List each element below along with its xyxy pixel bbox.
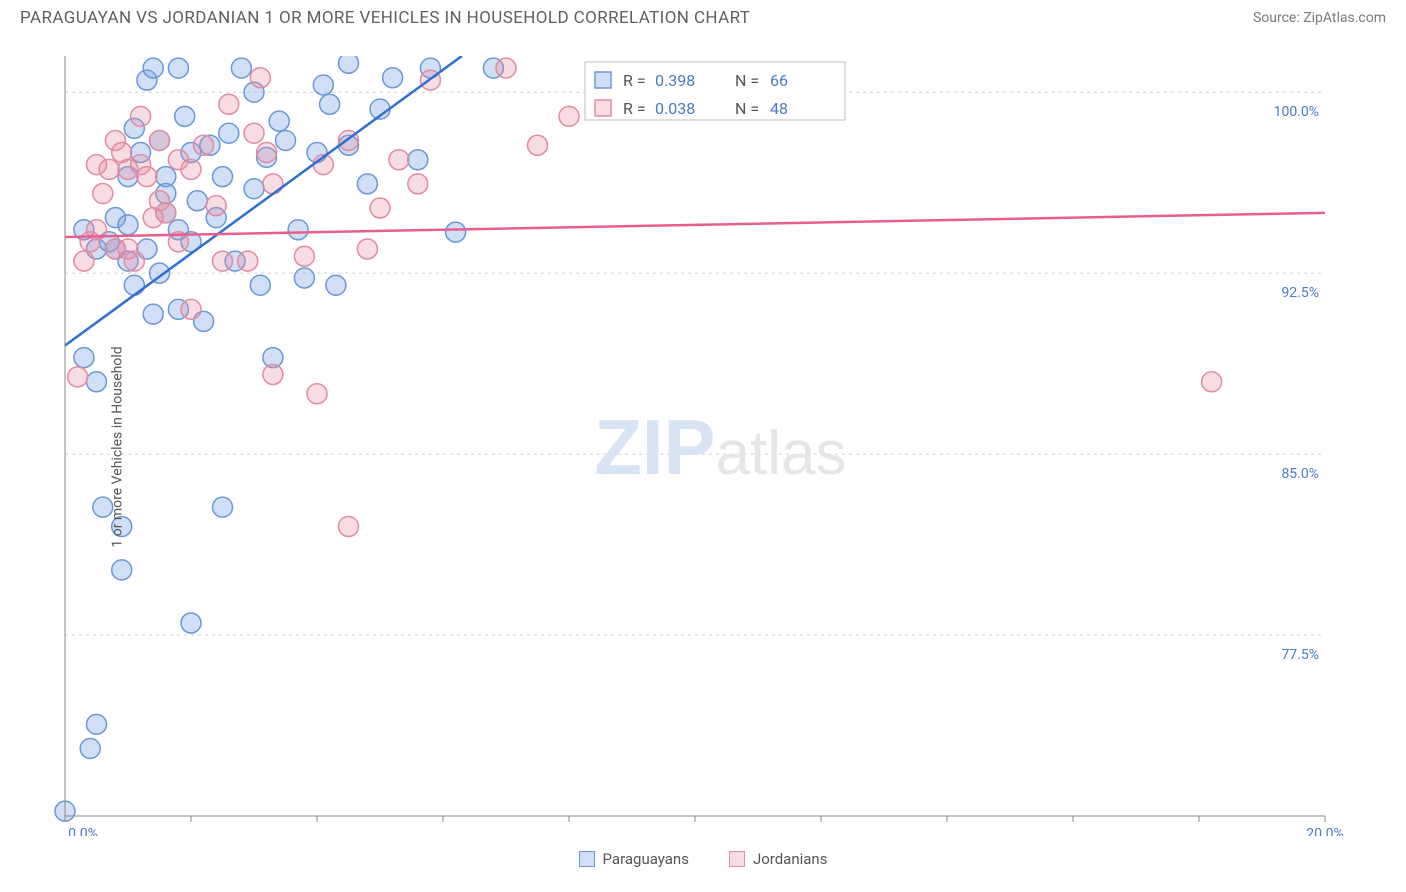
data-point bbox=[131, 106, 151, 126]
y-tick-label: 77.5% bbox=[1281, 647, 1319, 663]
data-point bbox=[181, 299, 201, 319]
chart-source: Source: ZipAtlas.com bbox=[1253, 10, 1386, 26]
data-point bbox=[276, 130, 296, 150]
data-point bbox=[143, 304, 163, 324]
legend-n-value: 48 bbox=[770, 99, 788, 118]
data-point bbox=[263, 364, 283, 384]
data-point bbox=[257, 143, 277, 163]
data-point bbox=[294, 268, 314, 288]
data-point bbox=[118, 215, 138, 235]
data-point bbox=[288, 220, 308, 240]
trend-line bbox=[65, 56, 462, 346]
data-point bbox=[74, 348, 94, 368]
data-point bbox=[124, 251, 144, 271]
data-point bbox=[181, 613, 201, 633]
data-point bbox=[370, 198, 390, 218]
watermark: ZIPatlas bbox=[594, 403, 846, 491]
legend-item: Jordanians bbox=[729, 850, 828, 868]
legend-swatch bbox=[579, 851, 595, 867]
data-point bbox=[389, 150, 409, 170]
data-point bbox=[168, 58, 188, 78]
data-point bbox=[68, 367, 88, 387]
data-point bbox=[244, 179, 264, 199]
data-point bbox=[156, 203, 176, 223]
data-point bbox=[93, 184, 113, 204]
data-point bbox=[559, 106, 579, 126]
data-point bbox=[326, 275, 346, 295]
data-point bbox=[244, 123, 264, 143]
data-point bbox=[238, 251, 258, 271]
legend-label: Jordanians bbox=[753, 850, 828, 868]
trend-line bbox=[65, 213, 1325, 237]
data-point bbox=[383, 68, 403, 88]
data-point bbox=[408, 174, 428, 194]
data-point bbox=[150, 263, 170, 283]
data-point bbox=[112, 560, 132, 580]
x-tick-label: 0.0% bbox=[68, 826, 98, 836]
legend-r-value: 0.038 bbox=[655, 99, 695, 118]
data-point bbox=[213, 167, 233, 187]
data-point bbox=[357, 174, 377, 194]
data-point bbox=[408, 150, 428, 170]
y-axis-label: 1 or more Vehicles in Household bbox=[110, 346, 126, 547]
data-point bbox=[231, 58, 251, 78]
chart-title: PARAGUAYAN VS JORDANIAN 1 OR MORE VEHICL… bbox=[20, 8, 750, 28]
data-point bbox=[213, 497, 233, 517]
data-point bbox=[80, 738, 100, 758]
data-point bbox=[250, 275, 270, 295]
data-point bbox=[219, 123, 239, 143]
data-point bbox=[339, 516, 359, 536]
data-point bbox=[357, 239, 377, 259]
legend-item: Paraguayans bbox=[579, 850, 689, 868]
data-point bbox=[313, 75, 333, 95]
data-point bbox=[269, 111, 289, 131]
data-point bbox=[206, 196, 226, 216]
data-point bbox=[1202, 372, 1222, 392]
data-point bbox=[87, 714, 107, 734]
data-point bbox=[143, 58, 163, 78]
data-point bbox=[187, 191, 207, 211]
x-tick-label: 20.0% bbox=[1306, 826, 1344, 836]
data-point bbox=[219, 94, 239, 114]
legend-r-label: R = bbox=[623, 71, 646, 90]
y-tick-label: 85.0% bbox=[1281, 466, 1319, 482]
scatter-plot: 77.5% 85.0% 92.5% 100.0% ZIPatlas 0.0% 20.0% R … bbox=[45, 56, 1395, 836]
legend-swatch bbox=[595, 100, 611, 116]
data-point bbox=[250, 68, 270, 88]
legend-swatch bbox=[595, 72, 611, 88]
legend-r-label: R = bbox=[623, 99, 646, 118]
legend-n-label: N = bbox=[735, 71, 759, 90]
data-point bbox=[263, 174, 283, 194]
chart-container: 1 or more Vehicles in Household 77.5% 85.… bbox=[45, 56, 1396, 837]
data-point bbox=[496, 58, 516, 78]
data-point bbox=[320, 94, 340, 114]
y-tick-label: 100.0% bbox=[1274, 104, 1319, 120]
bottom-legend: Paraguayans Jordanians bbox=[0, 850, 1406, 868]
legend-n-value: 66 bbox=[770, 71, 788, 90]
data-point bbox=[181, 159, 201, 179]
data-point bbox=[194, 135, 214, 155]
data-point bbox=[124, 275, 144, 295]
data-point bbox=[446, 222, 466, 242]
data-point bbox=[294, 246, 314, 266]
data-point bbox=[150, 130, 170, 150]
data-point bbox=[339, 56, 359, 73]
data-point bbox=[307, 384, 327, 404]
data-point bbox=[137, 167, 157, 187]
legend-swatch bbox=[729, 851, 745, 867]
y-tick-label: 92.5% bbox=[1281, 285, 1319, 301]
data-point bbox=[213, 251, 233, 271]
data-point bbox=[175, 106, 195, 126]
data-point bbox=[74, 251, 94, 271]
legend-r-value: 0.398 bbox=[655, 71, 695, 90]
legend-n-label: N = bbox=[735, 99, 759, 118]
data-point bbox=[528, 135, 548, 155]
data-point bbox=[87, 372, 107, 392]
data-point bbox=[99, 159, 119, 179]
legend-label: Paraguayans bbox=[603, 850, 689, 868]
